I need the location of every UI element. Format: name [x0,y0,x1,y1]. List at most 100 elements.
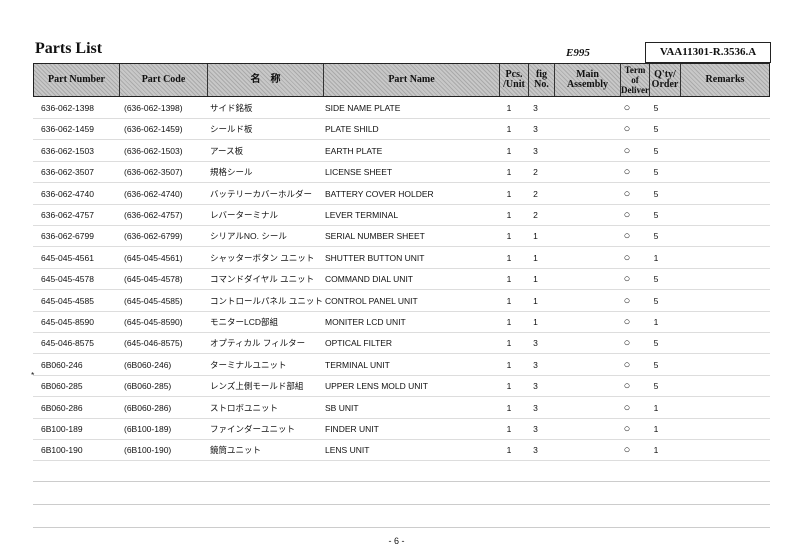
qty-order: 1 [641,403,671,413]
qty-order: 1 [641,253,671,263]
fig-no: 1 [523,274,548,284]
part-number: 645-045-4561 [33,253,118,263]
part-name-text: EARTH PLATE [325,145,383,156]
fig-no: 3 [523,146,548,156]
part-code-text: (645-045-8590) [124,317,183,327]
part-code-text: (636-062-1398) [124,103,183,113]
qty-order-text: 1 [653,424,659,434]
term-of-deliver-text: ○ [623,209,631,221]
term-of-deliver: ○ [613,295,641,307]
part-name-text: COMMAND DIAL UNIT [325,274,413,285]
part-number: 636-062-3507 [33,167,118,177]
table-header: Part Number Part Code 名 称 Part Name Pcs.… [33,63,770,97]
qty-order: 5 [641,360,671,370]
col-remarks: Remarks [705,74,745,85]
part-number-text: 6B060-285 [41,381,83,392]
part-code: (636-062-1459) [118,124,205,134]
fig-no-text: 1 [533,295,538,306]
part-code-text: (636-062-4740) [124,188,183,199]
term-of-deliver-text: ○ [623,380,631,393]
part-number-text: 6B100-190 [41,445,83,456]
part-name: SIDE NAME PLATE [320,103,495,113]
col-qty-order: Q'ty/ Order [650,64,681,96]
part-code: (645-045-4578) [118,274,205,284]
part-name-text: TERMINAL UNIT [325,359,390,370]
pcs-unit: 1 [495,146,523,156]
qty-order-text: 5 [653,359,659,370]
fig-no: 3 [523,424,548,434]
japanese-name: アース板 [205,145,320,157]
fig-no: 3 [523,360,548,370]
table-row: 645-046-8575 (645-046-8575) オプティカル フィルター OP… [33,333,770,355]
term-of-deliver: ○ [613,337,641,349]
qty-order: 5 [641,381,671,391]
part-name: OPTICAL FILTER [320,338,495,348]
pcs-unit: 1 [495,103,523,113]
pcs-unit-text: 1 [506,124,512,135]
part-number: 6B060-285 [33,381,118,391]
japanese-name-text: レンズ上側モールド部組 [210,381,304,392]
fig-no: 3 [523,103,548,113]
qty-order: 5 [641,231,671,241]
part-name-text: CONTROL PANEL UNIT [325,295,418,306]
pcs-unit-text: 1 [506,424,512,434]
term-of-deliver-text: ○ [623,230,631,243]
term-of-deliver: ○ [613,359,641,371]
term-of-deliver-text: ○ [623,144,631,157]
part-name: MONITER LCD UNIT [320,317,495,327]
japanese-name-text: シリアルNO. シール [210,231,287,242]
pcs-unit-text: 1 [506,381,512,392]
term-of-deliver: ○ [613,145,641,157]
part-number-text: 636-062-3507 [41,167,94,178]
japanese-name-text: モニターLCD部組 [210,317,279,327]
table-row: 6B100-189 (6B100-189) ファインダーユニット FINDER UNI… [33,419,770,440]
part-name: TERMINAL UNIT [320,360,495,370]
qty-order-text: 5 [653,231,659,242]
term-of-deliver-text: ○ [623,251,631,264]
part-code: (636-062-1398) [118,103,205,113]
japanese-name-text: ファインダーユニット [210,424,296,434]
part-name-text: UPPER LENS MOLD UNIT [325,381,428,392]
empty-row-line [33,481,770,482]
part-code-text: (6B100-190) [124,445,172,456]
term-of-deliver: ○ [613,102,641,114]
japanese-name: ターミナルユニット [205,359,320,371]
table-row: 645-045-8590 (645-045-8590) モニターLCD部組 MONIT… [33,312,770,333]
part-name-text: LEVER TERMINAL [325,210,399,220]
part-code-text: (6B060-246) [124,359,172,370]
part-code: (636-062-4757) [118,210,205,220]
part-name: SB UNIT [320,403,495,413]
fig-no: 1 [523,253,548,263]
part-number: 636-062-1459 [33,124,118,134]
part-number-text: 636-062-1459 [41,124,94,135]
pcs-unit-text: 1 [506,210,512,220]
pcs-unit: 1 [495,253,523,263]
table-row: 645-045-4578 (645-045-4578) コマンドダイヤル ユニット C… [33,269,770,291]
part-code: (636-062-3507) [118,167,205,177]
pcs-unit-text: 1 [506,338,512,349]
japanese-name: シリアルNO. シール [205,230,320,242]
part-number-text: 6B100-189 [41,424,83,434]
part-name: CONTROL PANEL UNIT [320,296,495,306]
part-code-text: (645-045-4578) [124,274,183,285]
part-code-text: (645-046-8575) [124,338,183,349]
term-of-deliver: ○ [613,252,641,264]
model-name: E995 [566,47,590,59]
table-row: 636-062-4757 (636-062-4757) レバーターミナル LEVER … [33,205,770,226]
part-number: 645-045-8590 [33,317,118,327]
japanese-name-text: オプティカル フィルター [210,338,306,349]
qty-order-text: 5 [653,210,659,220]
table-row: 636-062-3507 (636-062-3507) 規格シール LICENSE S… [33,162,770,184]
qty-order: 1 [641,445,671,455]
part-number-text: 645-046-8575 [41,338,94,349]
page-number: - 6 - [388,536,405,546]
japanese-name: バッテリーカバーホルダー [205,188,320,200]
qty-order-text: 5 [653,295,659,306]
part-name: SHUTTER BUTTON UNIT [320,253,495,263]
japanese-name: シャッターボタン ユニット [205,252,320,264]
japanese-name: 鏡筒ユニット [205,444,320,456]
page-title: Parts List [35,40,103,57]
term-of-deliver: ○ [613,123,641,135]
term-of-deliver-text: ○ [623,316,631,328]
qty-order: 5 [641,338,671,348]
